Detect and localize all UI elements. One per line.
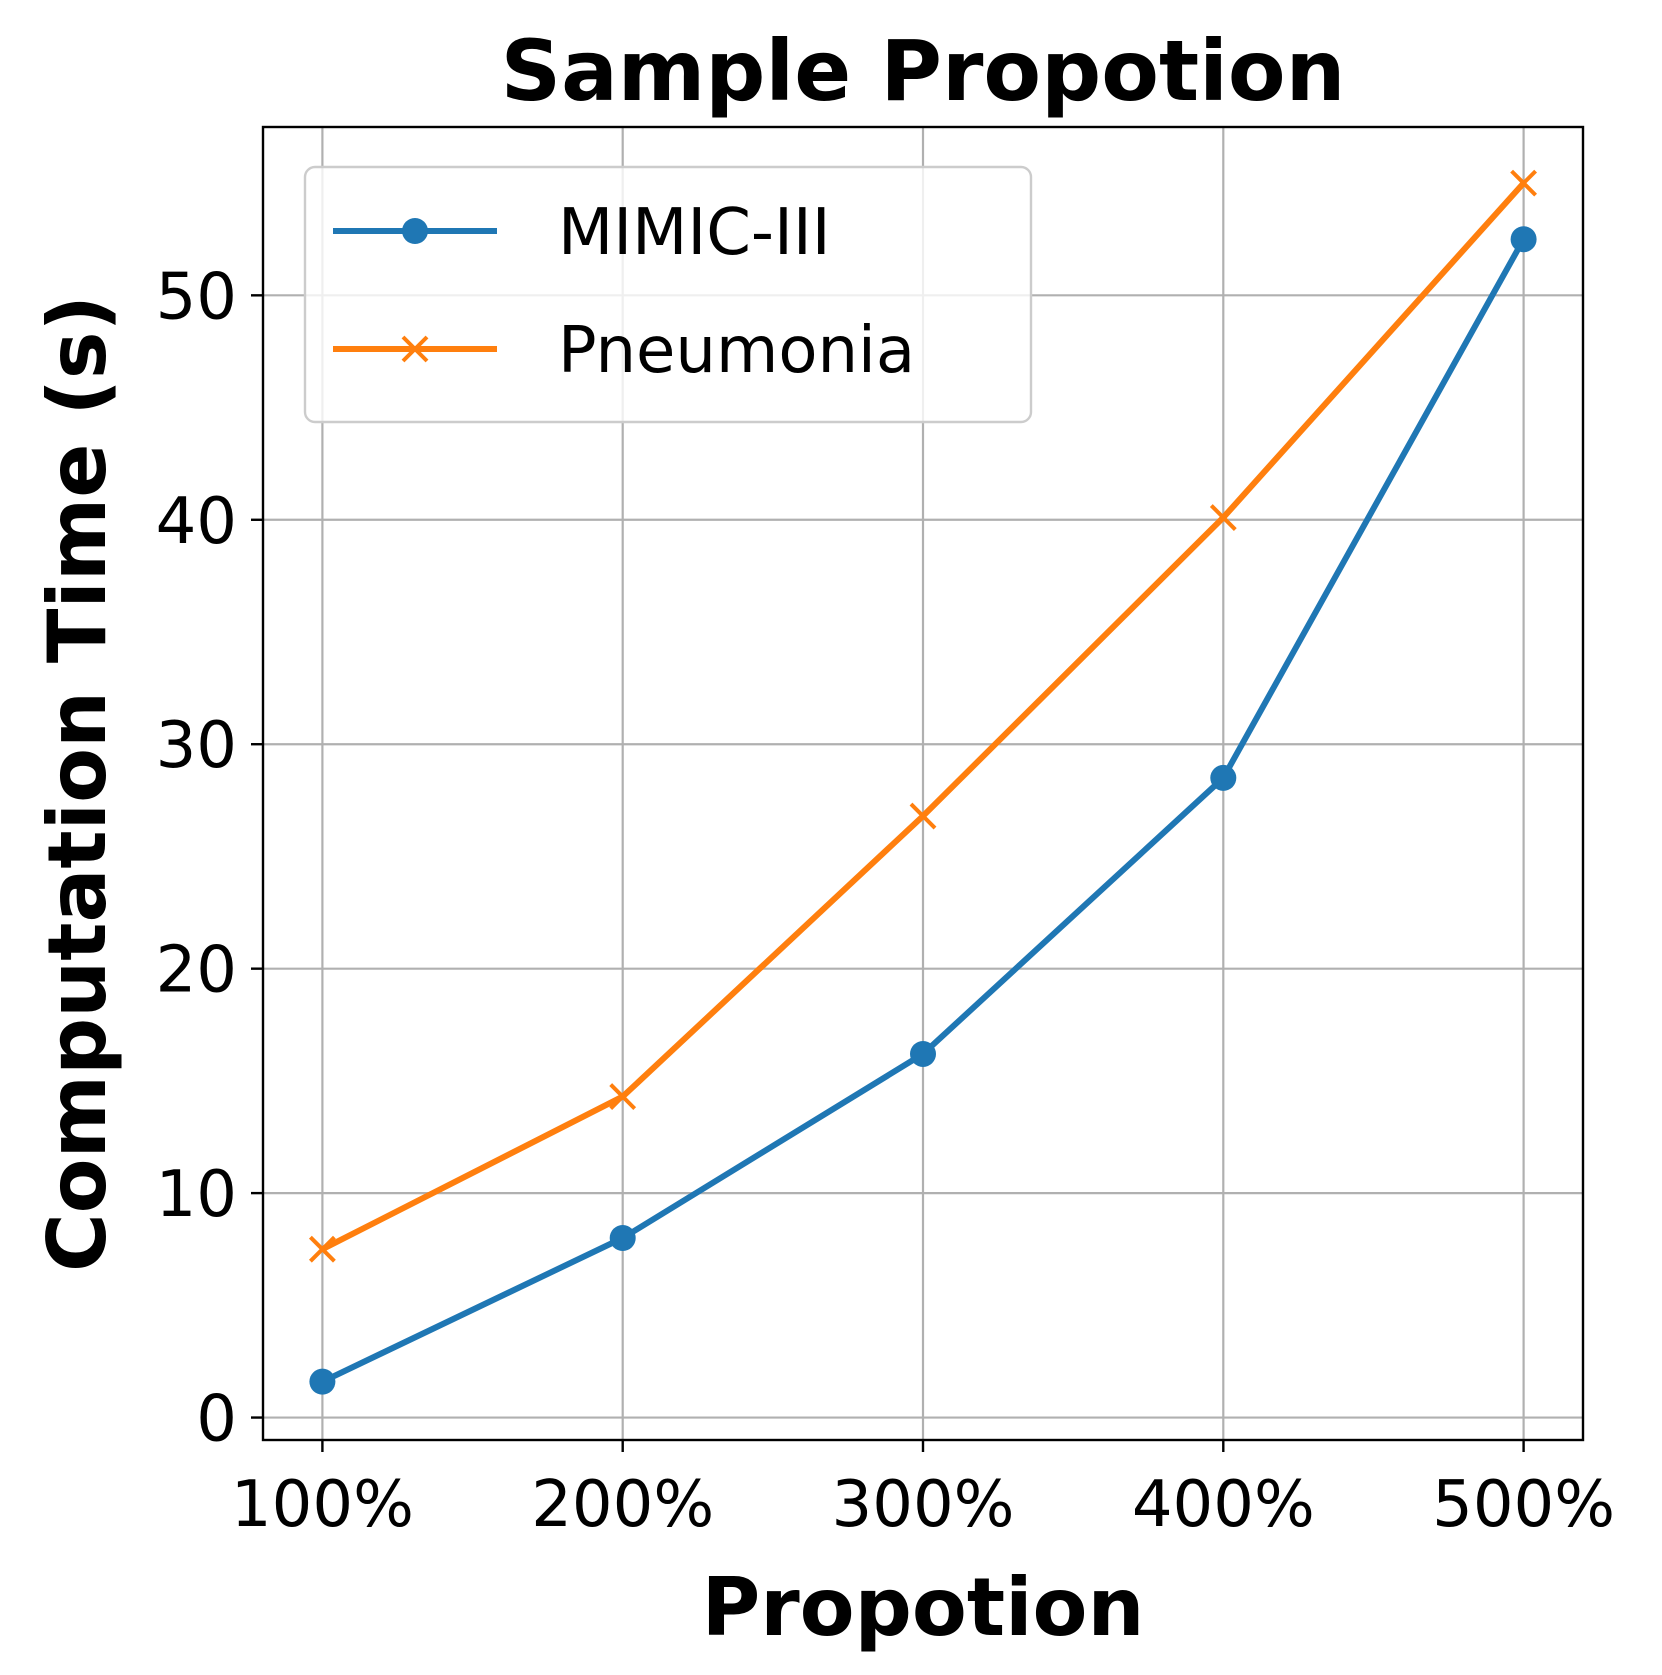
data-point-mimic-iii: [609, 1225, 636, 1251]
x-tick-label: 400%: [1132, 1468, 1315, 1542]
x-tick-label: 100%: [231, 1468, 414, 1542]
y-tick-label: 30: [156, 709, 237, 783]
legend: MIMIC-III Pneumonia: [303, 165, 1033, 424]
data-point-mimic-iii: [1510, 226, 1537, 253]
axis-ticks: 100% 200% 300% 400% 500% 0 10 20 30 40 50: [156, 260, 1616, 1542]
data-point-pneumonia: [909, 802, 937, 830]
data-point-pneumonia: [1510, 169, 1538, 197]
x-axis-label: Propotion: [702, 1561, 1145, 1654]
y-tick-label: 0: [196, 1383, 237, 1457]
x-tick-label: 300%: [832, 1468, 1015, 1542]
data-point-pneumonia: [1209, 504, 1237, 531]
chart-title: Sample Propotion: [501, 22, 1346, 120]
legend-marker-pneumonia: [401, 335, 429, 363]
data-point-mimic-iii: [309, 1368, 336, 1395]
data-point-pneumonia: [308, 1235, 336, 1263]
y-axis-label: Computation Time (s): [31, 295, 124, 1272]
y-tick-label: 10: [156, 1158, 237, 1232]
y-tick-label: 50: [156, 260, 237, 334]
series-layer: [308, 169, 1538, 1395]
y-tick-label: 20: [156, 934, 237, 1008]
data-point-mimic-iii: [1210, 764, 1237, 791]
x-tick-label: 500%: [1432, 1468, 1615, 1542]
data-point-mimic-iii: [910, 1040, 936, 1067]
x-tick-label: 200%: [531, 1468, 714, 1542]
y-tick-label: 40: [156, 485, 237, 559]
data-point-pneumonia: [609, 1083, 637, 1111]
legend-marker-mimic-iii: [402, 218, 428, 244]
legend-label-pneumonia: Pneumonia: [558, 314, 915, 388]
legend-label-mimic-iii: MIMIC-III: [558, 196, 831, 270]
